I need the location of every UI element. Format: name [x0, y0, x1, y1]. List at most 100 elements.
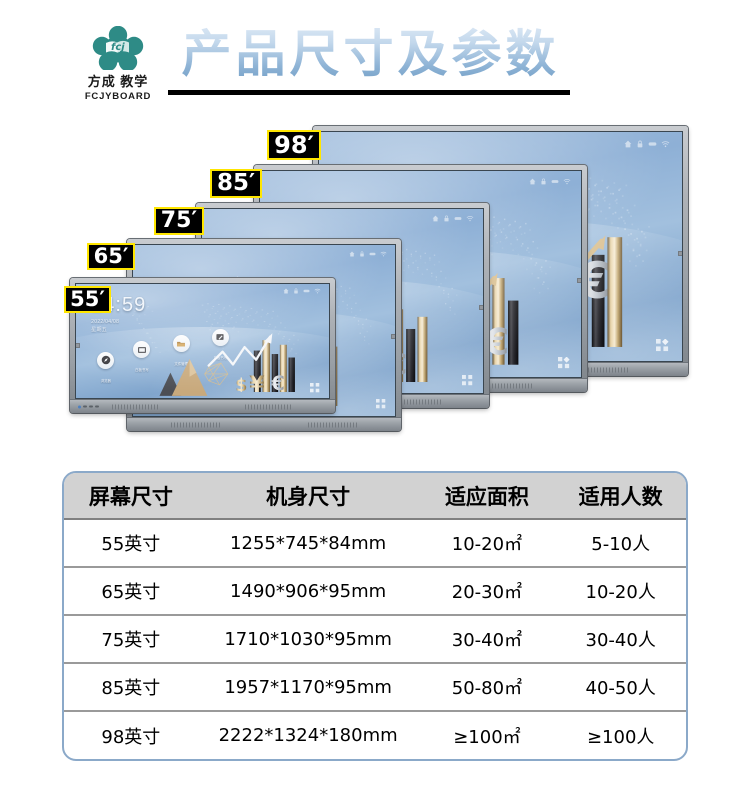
- wallpaper-mountains-55: [132, 348, 264, 396]
- cell-screen-size: 55英寸: [64, 519, 198, 568]
- col-header-room-area: 适应面积: [418, 473, 556, 520]
- speaker-grille-left-65: [170, 422, 221, 427]
- compass-icon: [97, 351, 115, 369]
- size-tag-55: 55′: [64, 286, 111, 313]
- display-chin-65: [127, 417, 401, 431]
- lock-icon: [359, 251, 364, 257]
- cell-people: 40-50人: [555, 663, 686, 712]
- wifi-icon: [563, 179, 571, 185]
- lock-icon: [541, 178, 546, 185]
- title-underline-rule: [168, 90, 570, 95]
- screen-statusbar-75: [432, 215, 474, 222]
- spec-table: 屏幕尺寸 机身尺寸 适应面积 适用人数 55英寸 1255*745*84mm 1…: [64, 473, 686, 759]
- speaker-grille-right-98: [560, 367, 628, 372]
- cell-room-area: 50-80㎡: [418, 663, 556, 712]
- table-row: 75英寸 1710*1030*95mm 30-40㎡ 30-40人: [64, 615, 686, 664]
- screen-statusbar-55: [283, 288, 321, 294]
- brand-logo: fcj 方成 教学 FCJYBOARD: [70, 26, 166, 102]
- cell-people: ≥100人: [586, 726, 655, 748]
- capsule-icon: [454, 217, 462, 221]
- home-icon: [283, 288, 289, 294]
- desktop-clock: 14:59: [91, 294, 147, 317]
- home-icon: [625, 140, 632, 148]
- app-label: 浏览器: [100, 378, 111, 383]
- table-header-row: 屏幕尺寸 机身尺寸 适应面积 适用人数: [64, 473, 686, 520]
- fcj-flower-logo-icon: fcj: [92, 26, 144, 70]
- grid-launcher-icon-98[interactable]: [656, 338, 669, 352]
- cell-screen-size: 65英寸: [64, 567, 198, 616]
- wifi-icon: [662, 141, 670, 148]
- speaker-grille-right-75: [389, 399, 443, 404]
- cell-people: 10-20人: [555, 567, 686, 616]
- col-header-body-size: 机身尺寸: [197, 473, 419, 520]
- app-browser[interactable]: 浏览器: [97, 351, 115, 387]
- grid-launcher-icon-65[interactable]: [375, 399, 386, 409]
- size-tag-75: 75′: [154, 207, 204, 235]
- col-header-screen-size: 屏幕尺寸: [64, 473, 198, 520]
- cell-people: 30-40人: [555, 615, 686, 664]
- grid-launcher-icon-75[interactable]: [462, 374, 473, 386]
- side-button-85[interactable]: [577, 278, 581, 284]
- cell-body-size: 1490*906*95mm: [197, 567, 419, 616]
- cell-body-size: 1255*745*84mm: [197, 519, 419, 568]
- cell-body-size: 2222*1324*180mm: [218, 725, 398, 746]
- display-size-comparison: € 98′: [0, 118, 750, 438]
- grid-launcher-icon-55[interactable]: [310, 383, 320, 393]
- cell-room-area: 30-40㎡: [418, 615, 556, 664]
- speaker-grille-right-85: [473, 383, 534, 388]
- wifi-icon: [466, 216, 474, 222]
- table-row: 85英寸 1957*1170*95mm 50-80㎡ 40-50人: [64, 663, 686, 712]
- brand-name-en: FCJYBOARD: [84, 91, 152, 102]
- wifi-icon: [380, 251, 387, 257]
- size-tag-85: 85′: [210, 169, 262, 198]
- speaker-grille-right-65: [307, 422, 358, 427]
- speaker-grille-left-55: [112, 404, 161, 409]
- cell-people: 5-10人: [555, 519, 686, 568]
- side-button-65[interactable]: [391, 333, 395, 339]
- svg-text:€: €: [270, 372, 285, 392]
- table-row: 55英寸 1255*745*84mm 10-20㎡ 5-10人: [64, 519, 686, 568]
- cell-body-size: 1957*1170*95mm: [197, 663, 419, 712]
- pen-board-icon: [211, 328, 229, 346]
- display-55: 14:59 2022/04/08 星期五 浏览器: [64, 278, 335, 413]
- desktop-weekday: 星期五: [91, 326, 108, 333]
- cell-screen-size: 98英寸: [101, 726, 161, 748]
- display-chin-55: [70, 399, 335, 413]
- cell-room-area: 10-20㎡: [418, 519, 556, 568]
- side-button-75[interactable]: [479, 304, 483, 310]
- screen-statusbar-85: [529, 178, 571, 185]
- table-row: 98英寸 2222*1324*180mm ≥100㎡ ≥100人: [64, 711, 686, 759]
- front-ports-55[interactable]: [77, 405, 99, 408]
- lock-icon: [638, 140, 643, 148]
- page-header: fcj 方成 教学 FCJYBOARD 产品尺寸及参数: [0, 0, 750, 115]
- side-button-55[interactable]: [76, 343, 80, 349]
- col-header-people: 适用人数: [555, 473, 686, 520]
- capsule-icon: [649, 142, 657, 146]
- display-screen-55: 14:59 2022/04/08 星期五 浏览器: [75, 283, 330, 399]
- cell-screen-size: 85英寸: [64, 663, 198, 712]
- home-icon: [349, 251, 355, 257]
- screen-statusbar-98: [624, 140, 670, 148]
- page-title: 产品尺寸及参数: [168, 22, 573, 86]
- grid-launcher-icon-85[interactable]: [557, 356, 570, 369]
- cell-room-area: 20-30㎡: [418, 567, 556, 616]
- lock-icon: [294, 288, 298, 294]
- spec-table-container: 屏幕尺寸 机身尺寸 适应面积 适用人数 55英寸 1255*745*84mm 1…: [62, 471, 688, 761]
- speaker-grille-right-55: [244, 404, 293, 409]
- cell-screen-size: 75英寸: [64, 615, 198, 664]
- home-icon: [432, 216, 439, 222]
- capsule-icon: [551, 180, 559, 184]
- desktop-date: 2022/04/08: [91, 319, 120, 326]
- lock-icon: [444, 215, 449, 222]
- wifi-icon: [314, 288, 321, 294]
- svg-text:fcj: fcj: [111, 42, 125, 53]
- brand-name-cn: 方成 教学: [87, 74, 149, 89]
- home-icon: [529, 178, 536, 185]
- desktop-date-block: 2022/04/08 星期五: [91, 319, 248, 334]
- capsule-icon: [303, 289, 310, 293]
- capsule-icon: [369, 252, 376, 256]
- cell-room-area: ≥100㎡: [453, 726, 521, 748]
- screen-statusbar-65: [349, 251, 387, 257]
- size-tag-98: 98′: [267, 130, 321, 160]
- side-button-98[interactable]: [678, 251, 682, 257]
